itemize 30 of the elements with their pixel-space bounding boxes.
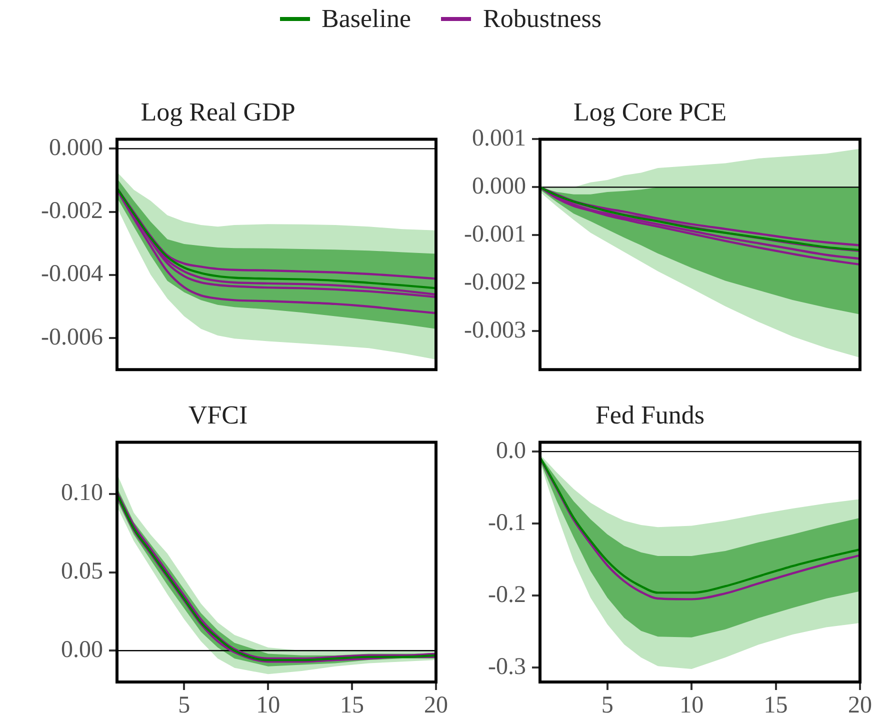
y-tick-label: 0.001: [472, 125, 526, 152]
y-tick-label: -0.003: [464, 317, 526, 344]
x-tick-label: 5: [601, 692, 614, 719]
y-tick-label: 0.00: [61, 636, 103, 663]
x-tick-label: 20: [848, 692, 872, 719]
x-tick-label: 15: [340, 692, 364, 719]
y-tick-label: -0.002: [464, 269, 526, 296]
y-tick-label: 0.0: [496, 438, 526, 464]
chart-title: Log Core PCE: [573, 97, 727, 126]
legend-label: Baseline: [322, 4, 412, 34]
y-tick-label: -0.002: [41, 198, 103, 224]
y-tick-label: -0.2: [488, 582, 526, 608]
y-tick-label: 0.10: [61, 480, 103, 506]
y-tick-label: -0.1: [488, 510, 526, 536]
chart-title: VFCI: [188, 400, 248, 430]
x-tick-label: 10: [680, 692, 704, 719]
y-tick-label: -0.006: [41, 324, 103, 350]
y-tick-label: -0.001: [464, 221, 526, 248]
y-tick-label: -0.004: [41, 261, 103, 288]
y-tick-label: -0.3: [488, 654, 526, 680]
x-tick-label: 20: [424, 692, 448, 719]
y-tick-label: 0.000: [49, 134, 103, 161]
chart-title: Log Real GDP: [140, 97, 296, 126]
legend-label: Robustness: [483, 4, 602, 34]
x-tick-label: 5: [178, 692, 190, 719]
chart-title: Fed Funds: [595, 400, 705, 430]
y-tick-label: 0.000: [472, 173, 526, 200]
x-tick-label: 15: [764, 692, 788, 719]
y-tick-label: 0.05: [61, 558, 103, 585]
x-tick-label: 10: [256, 692, 280, 719]
